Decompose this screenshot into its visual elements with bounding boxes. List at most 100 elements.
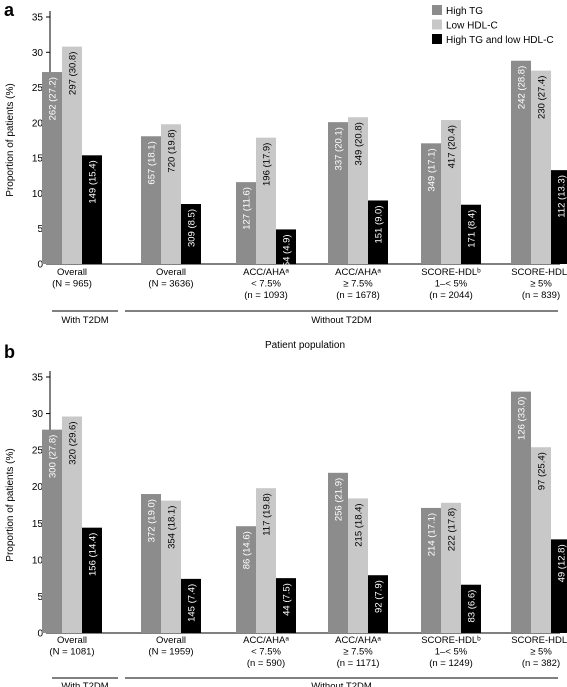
data-label: 83 (6.6) bbox=[467, 590, 478, 623]
data-label: 300 (27.8) bbox=[48, 435, 59, 478]
data-label: 196 (17.9) bbox=[262, 143, 273, 186]
data-label: 112 (13.3) bbox=[557, 175, 567, 218]
data-label: 156 (14.4) bbox=[88, 533, 99, 576]
category-label-line: ≥ 5% bbox=[530, 647, 552, 658]
bar bbox=[551, 539, 567, 633]
data-label: 215 (18.4) bbox=[354, 503, 365, 546]
data-label: 372 (19.0) bbox=[147, 499, 158, 542]
y-tick-label: 5 bbox=[37, 224, 43, 235]
bar bbox=[368, 200, 388, 264]
legend-label: Low HDL-C bbox=[446, 21, 498, 32]
bar bbox=[276, 229, 296, 264]
category-label-line: Overall bbox=[57, 635, 87, 646]
bar bbox=[531, 447, 551, 633]
category-label-line: ≥ 7.5% bbox=[343, 647, 373, 658]
category-label-line: ACC/AHAᵃ bbox=[243, 635, 289, 646]
legend-swatch bbox=[432, 5, 442, 15]
category-label: ACC/AHAᵃ < 7.5% (n = 590) bbox=[243, 635, 289, 669]
legend-label: High TG and low HDL-C bbox=[446, 35, 554, 46]
category-label-line: ACC/AHAᵃ bbox=[335, 267, 381, 278]
data-label: 92 (7.9) bbox=[374, 580, 385, 613]
y-axis-label: Proportion of patients (%) bbox=[5, 448, 16, 561]
data-label: 262 (27.2) bbox=[48, 77, 59, 120]
bar bbox=[62, 46, 82, 264]
category-label-line: (n = 839) bbox=[522, 290, 560, 301]
category-label-line: ≥ 5% bbox=[530, 279, 552, 290]
bar bbox=[441, 120, 461, 264]
data-label: 349 (20.8) bbox=[354, 122, 365, 165]
y-tick-label: 35 bbox=[32, 13, 44, 24]
group-label: Without T2DM bbox=[311, 315, 372, 326]
bar bbox=[531, 70, 551, 265]
bar bbox=[348, 498, 368, 633]
bar bbox=[256, 137, 276, 264]
bar bbox=[421, 143, 441, 264]
x-axis-label: Patient population bbox=[265, 340, 345, 351]
legend-label: High TG bbox=[446, 6, 483, 17]
chart-panel-b: b 0 5 10 15 20 25 30 35 Proportion of patients (%… bbox=[4, 342, 567, 687]
y-tick-label: 5 bbox=[37, 592, 43, 603]
bar bbox=[82, 527, 102, 633]
bar bbox=[181, 204, 201, 264]
category-label-line: (N = 3636) bbox=[148, 279, 193, 290]
category-label-line: (n = 2044) bbox=[429, 290, 473, 301]
category-label-line: Overall bbox=[156, 635, 186, 646]
category-label: ACC/AHAᵃ < 7.5% (n = 1093) bbox=[243, 267, 289, 301]
bar bbox=[236, 526, 256, 633]
category-label-line: SCORE-HDLᵇ bbox=[511, 635, 567, 646]
legend-swatch bbox=[432, 19, 442, 30]
group-label: Without T2DM bbox=[311, 681, 372, 687]
data-label: 151 (9.0) bbox=[374, 205, 385, 243]
category-label-line: Overall bbox=[156, 267, 186, 278]
bar bbox=[42, 429, 62, 633]
bar bbox=[328, 122, 348, 264]
bar bbox=[441, 502, 461, 633]
category-label-line: (N = 965) bbox=[52, 279, 92, 290]
category-label: Overall (N = 3636) bbox=[148, 267, 193, 290]
y-tick-label: 15 bbox=[32, 519, 44, 530]
bar bbox=[62, 416, 82, 633]
bar bbox=[276, 578, 296, 633]
legend: High TG Low HDL-C High TG and low HDL-C bbox=[432, 5, 554, 46]
bar bbox=[421, 507, 441, 633]
data-label: 126 (33.0) bbox=[517, 397, 528, 440]
bar bbox=[236, 182, 256, 264]
category-label-line: SCORE-HDLᵇ bbox=[511, 267, 567, 278]
bar bbox=[461, 584, 481, 633]
panel-letter: b bbox=[4, 342, 15, 362]
category-label-line: ACC/AHAᵃ bbox=[243, 267, 289, 278]
data-label: 657 (18.1) bbox=[147, 141, 158, 184]
category-label: ACC/AHAᵃ ≥ 7.5% (n = 1678) bbox=[335, 267, 381, 301]
y-tick-label: 30 bbox=[32, 48, 44, 59]
category-label: SCORE-HDLᵇ ≥ 5% (n = 839) bbox=[511, 267, 567, 301]
category-label-line: 1–< 5% bbox=[435, 279, 468, 290]
category-label-line: (n = 590) bbox=[247, 658, 285, 669]
group-label: With T2DM bbox=[61, 315, 108, 326]
bar bbox=[328, 472, 348, 633]
data-label: 86 (14.6) bbox=[242, 531, 253, 569]
category-label: SCORE-HDLᵇ 1–< 5% (n = 1249) bbox=[421, 635, 481, 669]
data-label: 297 (30.8) bbox=[68, 52, 79, 95]
data-label: 242 (28.8) bbox=[517, 66, 528, 109]
category-label-line: (N = 1959) bbox=[148, 647, 193, 658]
bar bbox=[181, 578, 201, 633]
category-label: SCORE-HDLᵇ ≥ 5% (n = 382) bbox=[511, 635, 567, 669]
data-label: 309 (8.5) bbox=[187, 209, 198, 247]
y-tick-label: 15 bbox=[32, 154, 44, 165]
y-tick-label: 20 bbox=[32, 482, 44, 493]
group-label: With T2DM bbox=[61, 681, 108, 687]
data-label: 171 (8.4) bbox=[467, 210, 478, 248]
data-label: 349 (17.1) bbox=[427, 148, 438, 191]
y-tick-label: 25 bbox=[32, 446, 44, 457]
category-label: Overall (N = 1959) bbox=[148, 635, 193, 658]
category-label-line: (n = 1249) bbox=[429, 658, 473, 669]
bar bbox=[348, 117, 368, 264]
category-label-line: < 7.5% bbox=[251, 279, 281, 290]
category-label-line: < 7.5% bbox=[251, 647, 281, 658]
category-label: SCORE-HDLᵇ 1–< 5% (n = 2044) bbox=[421, 267, 481, 301]
y-tick-label: 10 bbox=[32, 189, 44, 200]
y-tick-label: 35 bbox=[32, 373, 44, 384]
data-label: 149 (15.4) bbox=[88, 160, 99, 203]
data-label: 230 (27.4) bbox=[537, 76, 548, 119]
category-label-line: (n = 1093) bbox=[244, 290, 288, 301]
